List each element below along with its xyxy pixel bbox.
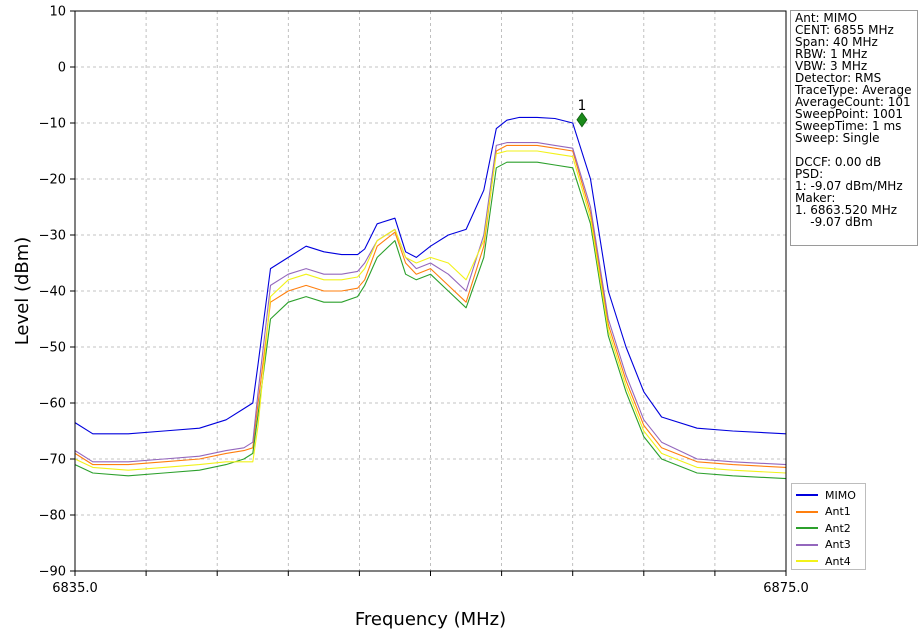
info-line: SweepTime: 1 ms — [795, 119, 902, 133]
marker: 1 — [576, 98, 588, 128]
legend-swatch — [796, 543, 818, 546]
info-line: TraceType: Average — [795, 83, 912, 97]
series-line-ant3 — [74, 142, 787, 466]
info-line: 1: -9.07 dBm/MHz — [795, 179, 903, 193]
series-line-ant4 — [74, 150, 787, 474]
legend-label: Ant2 — [825, 521, 851, 535]
legend-item-ant1: Ant1 — [796, 505, 851, 519]
legend-item-mimo: MIMO — [796, 488, 856, 502]
series-line-ant1 — [74, 144, 787, 468]
info-line: Sweep: Single — [795, 131, 880, 145]
legend-swatch — [796, 560, 818, 562]
y-tick-label: −60 — [39, 397, 66, 412]
y-tick-label: −40 — [39, 285, 66, 300]
grid — [75, 11, 786, 571]
info-line: 1. 6863.520 MHz — [795, 203, 898, 217]
legend-swatch — [796, 494, 818, 496]
info-line: Detector: RMS — [795, 71, 882, 85]
marker-label: 1 — [577, 98, 586, 114]
y-tick-label: −80 — [39, 509, 66, 524]
info-line: DCCF: 0.00 dB — [795, 155, 882, 169]
info-line: Span: 40 MHz — [795, 35, 878, 49]
y-axis-title: Level (dBm) — [12, 237, 33, 346]
series-lines — [74, 116, 787, 480]
info-line: -9.07 dBm — [795, 215, 873, 229]
info-line: AverageCount: 101 — [795, 95, 911, 109]
axis-ticks: 6835.0 6875.0 10 0 −10 −20 −30 −40 −50 −60 −70 −80 −… — [39, 5, 809, 597]
info-line: CENT: 6855 MHz — [795, 23, 894, 37]
legend-item-ant2: Ant2 — [796, 521, 851, 535]
legend-label: Ant4 — [825, 554, 851, 568]
info-line: Ant: MIMO — [795, 11, 858, 25]
y-tick-label: −50 — [39, 341, 66, 356]
series-line-ant2 — [74, 161, 787, 480]
x-tick-label: 6875.0 — [763, 581, 809, 596]
y-tick-label: 10 — [49, 5, 66, 20]
y-tick-label: −10 — [39, 117, 66, 132]
info-line: PSD: — [795, 167, 824, 181]
marker-diamond — [576, 112, 588, 128]
y-tick-label: −30 — [39, 229, 66, 244]
series-line-mimo — [74, 116, 787, 435]
legend-item-ant4: Ant4 — [796, 554, 851, 568]
info-line: VBW: 3 MHz — [795, 59, 868, 73]
y-tick-label: −90 — [39, 565, 66, 580]
legend-label: Ant3 — [825, 538, 851, 551]
y-tick-label: −70 — [39, 453, 66, 468]
info-line: SweepPoint: 1001 — [795, 107, 904, 121]
legend: MIMO Ant1 Ant2 Ant3 Ant4 — [791, 483, 866, 570]
y-tick-label: −20 — [39, 173, 66, 188]
y-tick-label: 0 — [58, 61, 66, 76]
x-tick-label: 6835.0 — [52, 581, 98, 596]
x-axis-title: Frequency (MHz) — [355, 609, 506, 630]
legend-swatch — [796, 527, 818, 529]
legend-swatch — [796, 510, 818, 513]
legend-item-ant3: Ant3 — [796, 538, 851, 552]
measurement-info-box: Ant: MIMO CENT: 6855 MHz Span: 40 MHz RBW: … — [790, 10, 918, 246]
info-line: RBW: 1 MHz — [795, 47, 868, 61]
legend-label: Ant1 — [825, 505, 851, 518]
info-line: Maker: — [795, 191, 836, 205]
legend-label: MIMO — [825, 488, 856, 502]
